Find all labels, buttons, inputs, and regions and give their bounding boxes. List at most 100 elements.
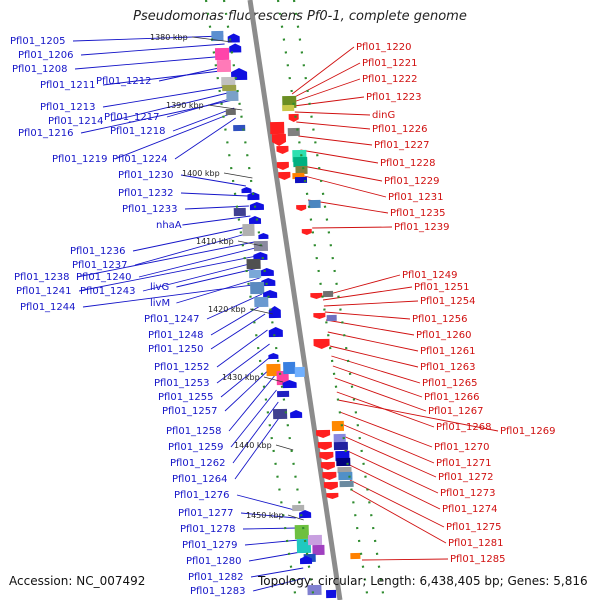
gene-label-left[interactable]: Pfl01_1217 [104,112,160,123]
gene-label-right[interactable]: Pfl01_1235 [390,208,446,219]
gene-label-left[interactable]: Pfl01_1233 [122,204,178,215]
gene-label-left[interactable]: Pfl01_1211 [40,80,96,91]
gene-label-left[interactable]: Pfl01_1243 [80,286,136,297]
gene-label-left[interactable]: Pfl01_1280 [186,556,242,567]
gene-label-left[interactable]: Pfl01_1213 [40,102,96,113]
gene-label-left[interactable]: Pfl01_1276 [174,490,230,501]
gene-label-right[interactable]: Pfl01_1269 [500,426,556,437]
leader-line [206,293,263,320]
gene-label-left[interactable]: Pfl01_1241 [16,286,72,297]
gene-label-right[interactable]: Pfl01_1226 [372,124,428,135]
gene-feature [250,281,265,295]
gene-label-right[interactable]: Pfl01_1231 [388,192,444,203]
leader-line [176,277,260,304]
gene-label-right[interactable]: Pfl01_1227 [374,140,430,151]
kbp-tick [287,514,304,521]
gene-label-left[interactable]: Pfl01_1258 [166,426,222,437]
gene-feature [301,228,312,235]
leader-line [294,111,371,116]
gene-label-right[interactable]: dinG [372,110,395,121]
gene-label-left[interactable]: Pfl01_1206 [18,50,74,61]
gene-label-right[interactable]: Pfl01_1265 [422,378,478,389]
gene-label-left[interactable]: Pfl01_1253 [154,378,210,389]
gene-label-right[interactable]: Pfl01_1229 [384,176,440,187]
gene-label-right[interactable]: Pfl01_1272 [438,472,494,483]
gene-label-left[interactable]: nhaA [156,220,182,231]
gene-label-left[interactable]: Pfl01_1224 [112,154,168,165]
gene-label-right[interactable]: Pfl01_1239 [394,222,450,233]
gene-label-right[interactable]: Pfl01_1222 [362,74,418,85]
gene-label-left[interactable]: Pfl01_1282 [188,572,244,583]
gene-label-right[interactable]: Pfl01_1254 [420,296,476,307]
gene-label-left[interactable]: Pfl01_1230 [118,170,174,181]
kbp-tick [263,376,284,383]
leader-line [244,539,300,546]
gene-label-left[interactable]: Pfl01_1237 [72,260,128,271]
gene-label-left[interactable]: Pfl01_1238 [14,272,70,283]
gene-label-right[interactable]: Pfl01_1281 [448,538,504,549]
gene-label-right[interactable]: Pfl01_1228 [380,158,436,169]
gene-feature [299,510,312,519]
gene-label-left[interactable]: Pfl01_1218 [110,126,166,137]
gene-label-left[interactable]: Pfl01_1259 [168,442,224,453]
kbp-tick [223,172,253,179]
gene-label-right[interactable]: Pfl01_1249 [402,270,458,281]
gene-label-left[interactable]: Pfl01_1248 [148,330,204,341]
gene-label-right[interactable]: Pfl01_1273 [440,488,496,499]
gene-label-right[interactable]: Pfl01_1285 [450,554,506,565]
gene-feature [294,524,309,540]
gene-label-right[interactable]: Pfl01_1271 [436,458,492,469]
leader-line [240,512,296,519]
kbp-label: 1430 kbp [222,373,260,382]
gene-label-left[interactable]: Pfl01_1212 [96,76,152,87]
gene-label-left[interactable]: Pfl01_1232 [118,188,174,199]
gene-label-left[interactable]: Pfl01_1277 [178,508,234,519]
gene-label-left[interactable]: Pfl01_1264 [172,474,228,485]
gene-feature [271,133,287,146]
leader-line [292,62,361,99]
gene-label-left[interactable]: Pfl01_1252 [154,362,210,373]
gene-label-right[interactable]: Pfl01_1221 [362,58,418,69]
gene-label-right[interactable]: Pfl01_1274 [442,504,498,515]
gene-label-right[interactable]: Pfl01_1251 [414,282,470,293]
gene-label-right[interactable]: Pfl01_1256 [412,314,468,325]
gene-feature [276,161,289,170]
gene-label-right[interactable]: Pfl01_1263 [420,362,476,373]
leader-line [72,35,224,42]
gene-label-left[interactable]: Pfl01_1244 [20,302,76,313]
gene-label-left[interactable]: Pfl01_1283 [190,586,246,597]
gene-label-left[interactable]: Pfl01_1240 [76,272,132,283]
gene-label-left[interactable]: Pfl01_1250 [148,344,204,355]
gene-label-left[interactable]: Pfl01_1262 [170,458,226,469]
gene-label-right[interactable]: Pfl01_1267 [428,406,484,417]
gene-label-left[interactable]: Pfl01_1279 [182,540,238,551]
gene-label-right[interactable]: Pfl01_1266 [424,392,480,403]
gene-feature [226,90,239,102]
gene-label-left[interactable]: Pfl01_1219 [52,154,108,165]
gene-label-right[interactable]: Pfl01_1270 [434,442,490,453]
gene-feature [229,43,242,53]
leader-line [142,261,258,292]
gene-feature [278,171,291,180]
gene-label-right[interactable]: Pfl01_1261 [420,346,476,357]
gene-label-left[interactable]: Pfl01_1208 [12,64,68,75]
gene-label-left[interactable]: Pfl01_1247 [144,314,200,325]
leader-line [110,91,232,122]
gene-feature [261,278,276,287]
gene-label-left[interactable]: Pfl01_1255 [158,392,214,403]
gene-label-left[interactable]: Pfl01_1205 [10,36,66,47]
gene-label-left[interactable]: livM [150,298,170,309]
gene-label-right[interactable]: Pfl01_1260 [416,330,472,341]
gene-label-right[interactable]: Pfl01_1223 [366,92,422,103]
gene-label-right[interactable]: Pfl01_1275 [446,522,502,533]
gene-label-left[interactable]: Pfl01_1278 [180,524,236,535]
gene-label-left[interactable]: Pfl01_1214 [48,116,104,127]
gene-label-right[interactable]: Pfl01_1220 [356,42,412,53]
gene-label-right[interactable]: Pfl01_1268 [436,422,492,433]
gene-label-left[interactable]: Pfl01_1236 [70,246,126,257]
gene-label-left[interactable]: Pfl01_1257 [162,406,218,417]
gene-label-left[interactable]: Pfl01_1216 [18,128,74,139]
gene-label-left[interactable]: livG [150,282,169,293]
gene-feature [247,192,260,201]
